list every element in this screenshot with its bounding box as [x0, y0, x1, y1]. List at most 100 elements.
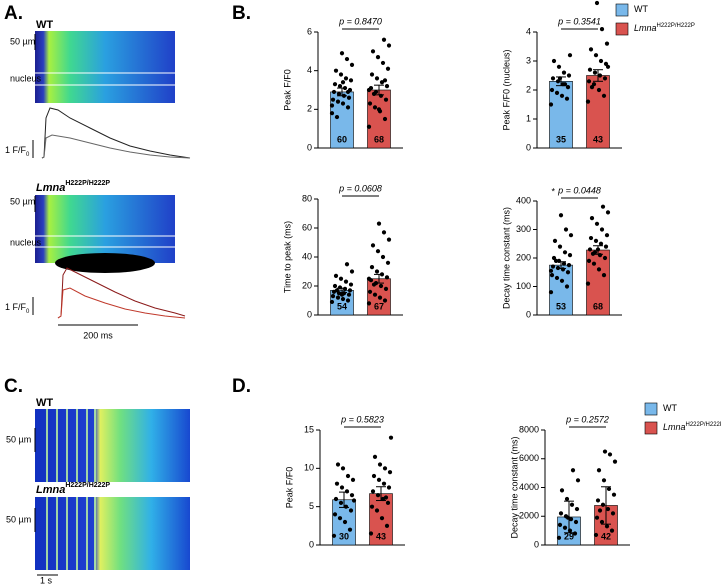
n-label: 43	[593, 134, 603, 144]
error-bar	[337, 87, 347, 97]
data-point	[345, 473, 351, 479]
data-point	[386, 237, 392, 242]
data-point	[343, 76, 349, 81]
data-point	[366, 301, 372, 306]
panel-label: C.	[4, 376, 23, 397]
data-point	[568, 233, 574, 238]
data-point	[380, 254, 386, 260]
data-point	[565, 270, 571, 275]
y-tick-label: 2	[307, 104, 312, 114]
y-axis-label: Peak F/F0	[284, 467, 294, 509]
legend-label: WT	[634, 4, 648, 14]
data-point	[382, 116, 388, 122]
data-point	[548, 290, 554, 295]
data-point	[382, 298, 388, 303]
data-point	[610, 511, 616, 516]
y-axis-label: Time to peak (ms)	[282, 221, 292, 293]
data-point	[566, 263, 572, 268]
data-point	[587, 247, 593, 252]
y-tick-label: 0	[526, 142, 531, 152]
data-point	[554, 90, 560, 95]
y-tick-label: 0	[307, 142, 312, 152]
data-point	[369, 504, 375, 509]
data-point	[589, 85, 595, 90]
image-shadow	[55, 253, 155, 273]
data-point	[385, 66, 391, 71]
y-tick-label: 5	[309, 501, 314, 511]
data-point	[335, 462, 341, 467]
data-point	[333, 68, 339, 73]
n-label: 67	[374, 301, 384, 311]
data-point	[337, 84, 343, 89]
data-point	[557, 244, 563, 249]
n-label: 54	[337, 301, 347, 311]
data-point	[384, 84, 390, 89]
data-point	[374, 508, 380, 513]
data-point	[599, 519, 605, 525]
data-point	[366, 124, 372, 129]
data-point	[342, 519, 348, 525]
data-point	[333, 496, 339, 502]
error-bar	[564, 500, 574, 534]
p-value: p = 0.0608	[338, 183, 382, 193]
y-tick-label: 0	[534, 539, 539, 549]
data-point	[376, 477, 382, 482]
data-point	[594, 515, 600, 520]
data-point	[388, 435, 394, 440]
data-point	[569, 502, 575, 507]
data-point	[556, 535, 562, 540]
data-point	[603, 244, 609, 249]
data-point	[595, 498, 601, 503]
data-point	[557, 522, 563, 527]
error-bar	[593, 245, 603, 255]
y-tick-label: 0	[309, 539, 314, 549]
scale-label: 1 F/F0	[5, 302, 30, 314]
data-point	[602, 449, 608, 454]
legend-swatch	[644, 421, 658, 435]
data-point	[375, 493, 381, 498]
data-point	[339, 485, 345, 490]
data-point	[334, 481, 340, 486]
y-tick-label: 6000	[519, 453, 539, 463]
y-tick-label: 0	[307, 309, 312, 319]
data-point	[368, 531, 374, 536]
data-point	[335, 99, 341, 104]
y-tick-label: 200	[516, 252, 531, 262]
data-point	[383, 495, 389, 500]
data-point	[594, 0, 600, 6]
data-point	[371, 91, 377, 96]
legend-swatch	[615, 3, 629, 17]
data-point	[367, 289, 373, 294]
trace	[57, 287, 186, 319]
y-axis-label: Decay time constant (ms)	[501, 207, 511, 309]
data-point	[589, 216, 595, 221]
data-point	[343, 504, 349, 509]
data-point	[385, 500, 391, 505]
data-point	[337, 516, 343, 521]
n-label: 35	[556, 134, 566, 144]
n-label: 60	[337, 134, 347, 144]
scale-label: 50 µm	[6, 434, 31, 444]
data-point	[385, 260, 391, 265]
data-point	[370, 49, 376, 54]
data-point	[335, 295, 341, 300]
data-point	[371, 473, 377, 479]
data-point	[376, 221, 382, 226]
error-bar	[339, 491, 349, 508]
data-point	[596, 267, 602, 272]
data-point	[340, 101, 346, 106]
data-point	[346, 292, 352, 297]
data-point	[339, 292, 345, 297]
data-point	[342, 286, 348, 291]
data-point	[375, 55, 381, 60]
trace	[41, 107, 191, 159]
scale-label: 1 F/F0	[5, 145, 30, 157]
data-point	[558, 511, 564, 516]
data-point	[560, 267, 566, 272]
y-tick-label: 0	[526, 309, 531, 319]
data-point	[374, 76, 380, 81]
error-bar	[376, 486, 386, 502]
data-point	[348, 78, 354, 83]
trace	[41, 134, 191, 159]
